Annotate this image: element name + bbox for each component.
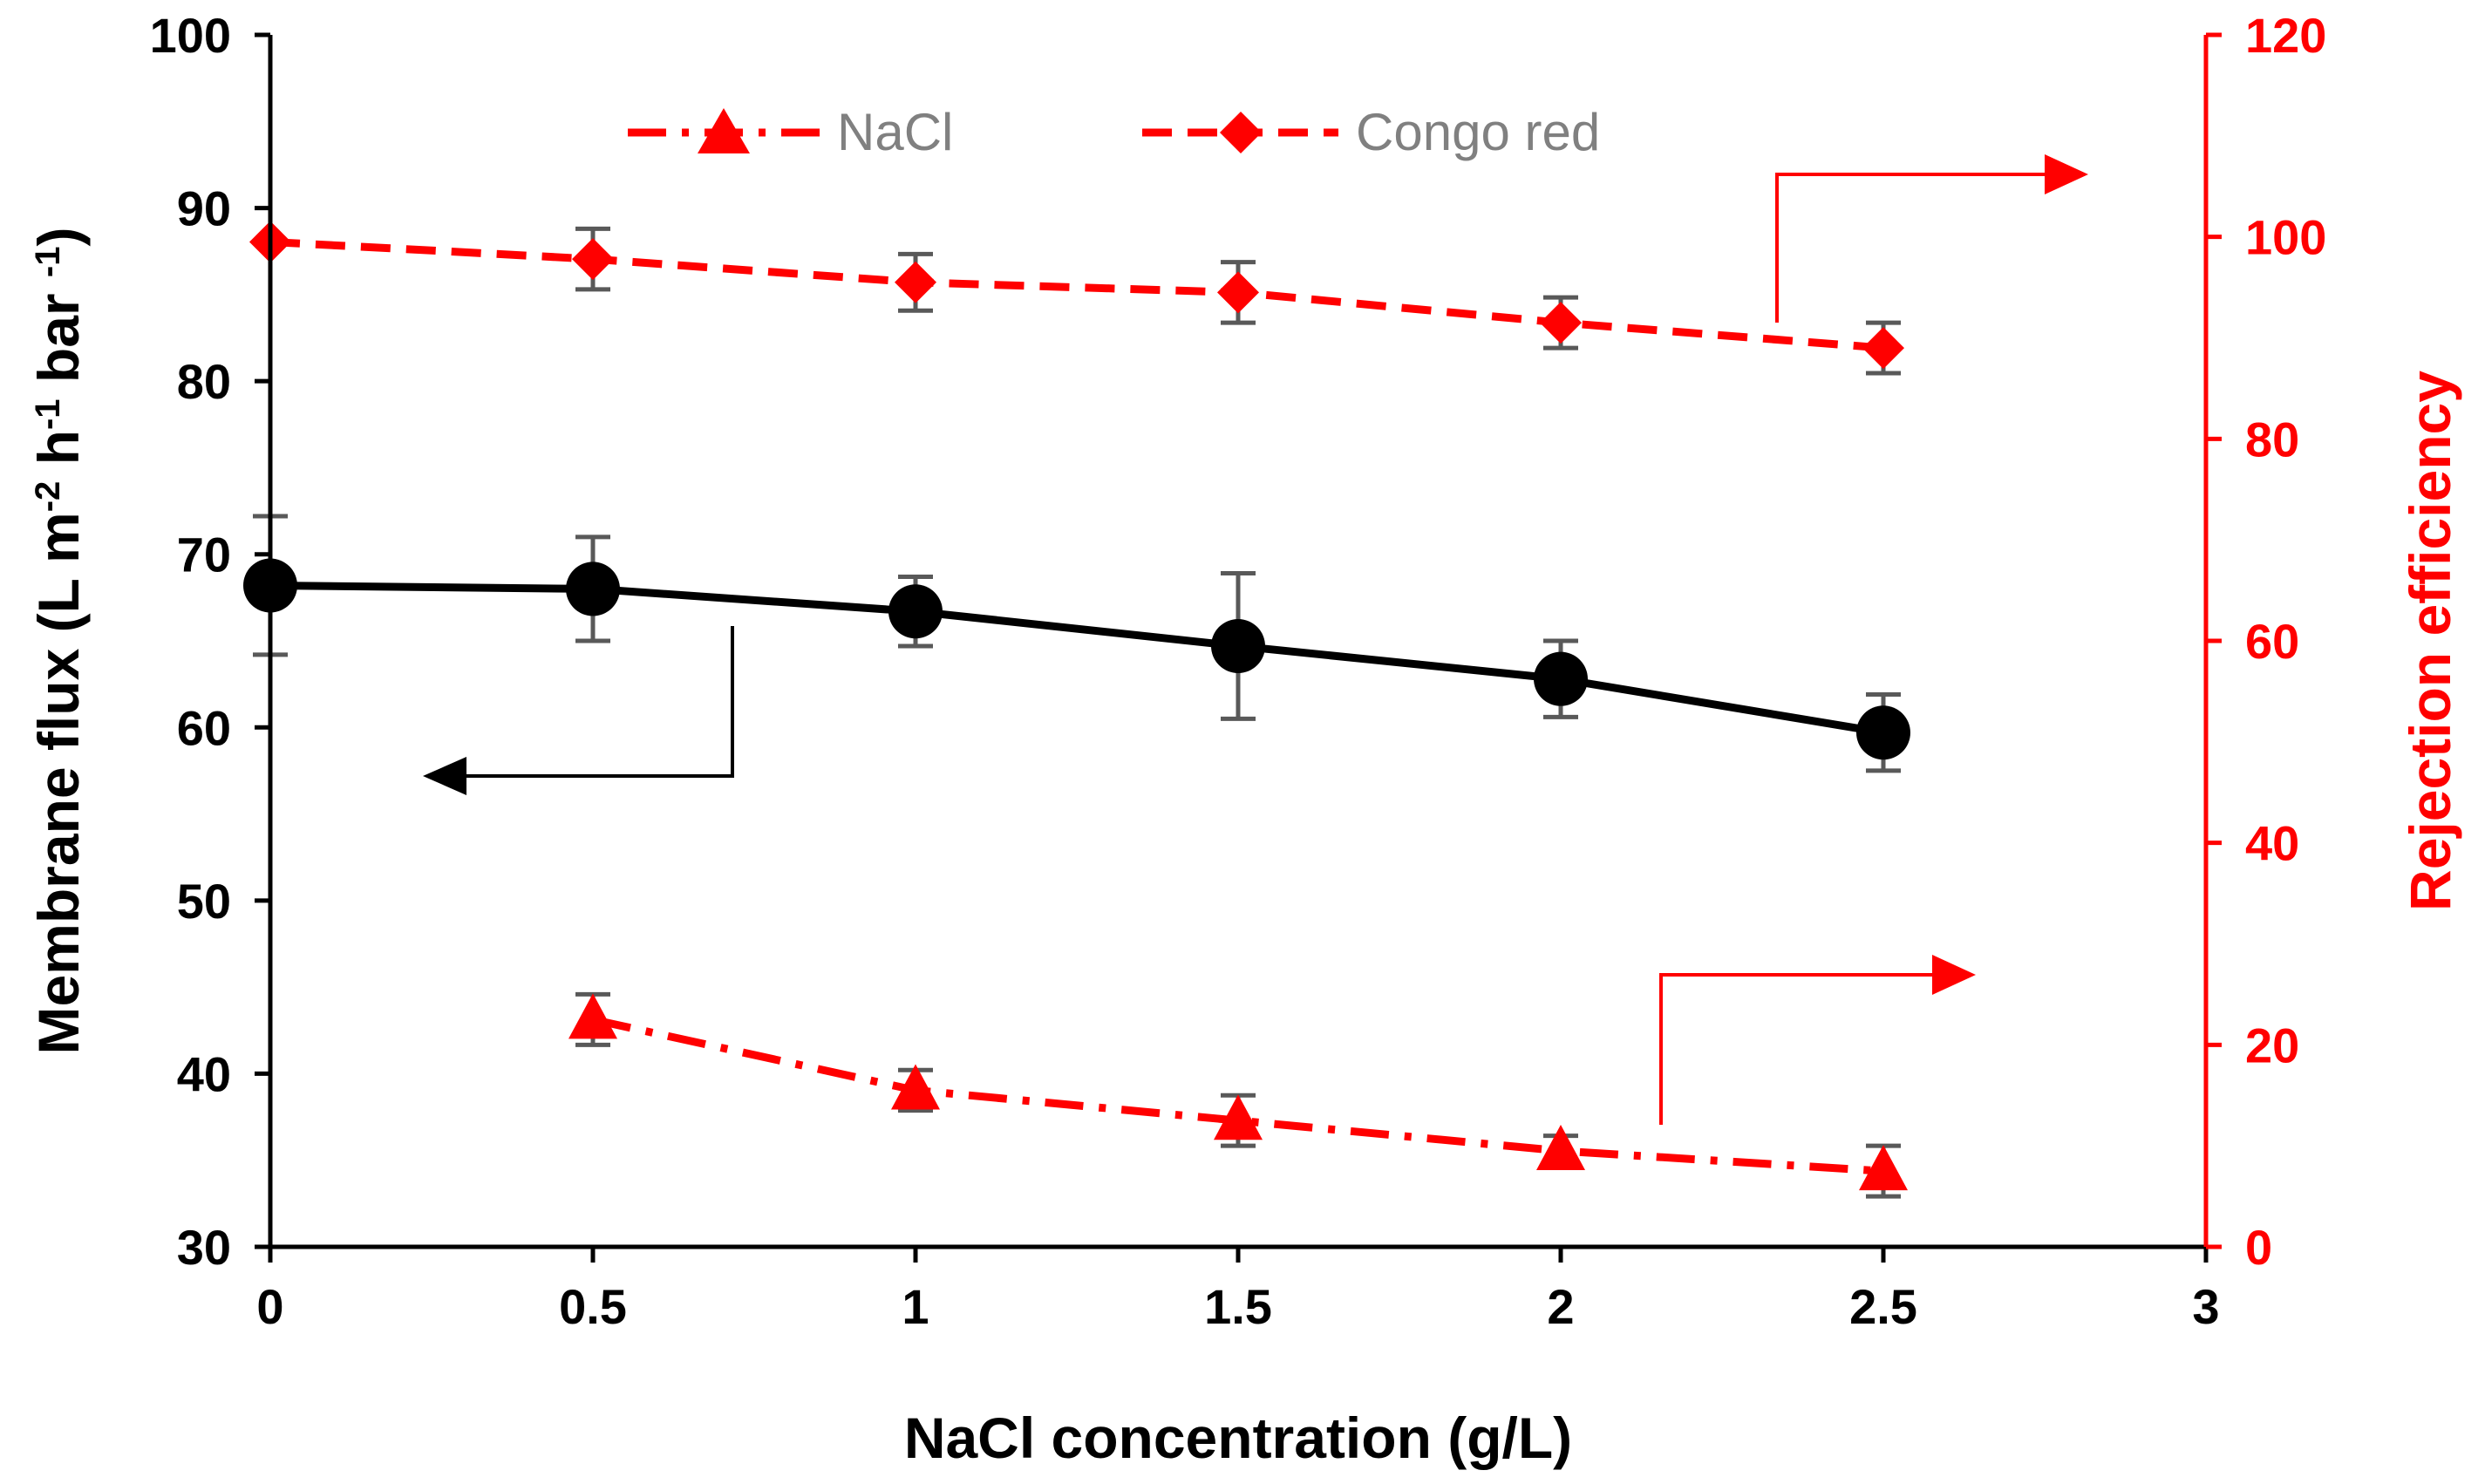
x-tick-label: 0: [256, 1279, 283, 1334]
y-right-tick-label: 120: [2245, 8, 2326, 63]
y-left-tick-label: 60: [177, 700, 231, 755]
y-right-tick-label: 60: [2245, 614, 2299, 669]
legend-congo-red-label: Congo red: [1356, 103, 1600, 161]
y-left-tick-label: 70: [177, 528, 231, 582]
series-line-0: [592, 1015, 1884, 1175]
congo-red-axis-arrow: [1775, 154, 2088, 323]
legend: NaCl Congo red: [628, 103, 1600, 161]
data-point-triangle: [568, 993, 617, 1039]
y-left-title-sup: -2: [29, 481, 67, 513]
y-left-title-part: bar: [26, 277, 91, 398]
x-axis-title: NaCl concentration (g/L): [904, 1406, 1572, 1470]
y-left-tick-label: 80: [177, 354, 231, 409]
x-tick-label: 2: [1547, 1279, 1574, 1334]
y-right-tick-label: 20: [2245, 1018, 2299, 1072]
y-left-title-part: h: [26, 430, 91, 481]
data-point-triangle: [1859, 1145, 1908, 1191]
axis-ticks: 0 0.5 1 1.5 2 2.5 3 30 40 50 60 70 80 90 100 0 20 40 60 80 1…: [150, 8, 2327, 1334]
data-point-diamond: [1862, 327, 1904, 370]
y-left-tick-label: 100: [150, 8, 231, 63]
y-axis-right-title: Rejection efficiency: [2398, 371, 2462, 911]
data-point-circle: [888, 584, 943, 639]
series-lines: [269, 237, 1884, 1175]
data-point-triangle: [891, 1064, 940, 1110]
data-point-diamond: [572, 238, 614, 281]
y-left-title-sup: -1: [29, 398, 67, 430]
y-left-title-sup: -1: [29, 246, 67, 277]
y-left-tick-label: 30: [177, 1220, 231, 1275]
series-line-2: [269, 581, 1884, 737]
x-tick-label: 1.5: [1204, 1279, 1272, 1334]
data-point-diamond: [895, 261, 936, 303]
x-tick-label: 1: [902, 1279, 929, 1334]
y-right-tick-label: 100: [2245, 210, 2326, 265]
data-point-diamond: [1217, 271, 1259, 314]
y-axis-left-title: Membrane flux (L m-2 h-1 bar -1): [26, 228, 91, 1055]
error-bars: [253, 226, 1901, 1199]
y-right-tick-label: 80: [2245, 412, 2299, 466]
y-left-title-part: ): [26, 228, 91, 247]
y-left-title-part: Membrane flux (L m: [26, 512, 91, 1054]
nacl-axis-arrow: [1659, 955, 1976, 1125]
flux-axis-arrow: [423, 626, 734, 795]
data-point-circle: [1211, 618, 1265, 673]
y-left-tick-label: 50: [177, 874, 231, 929]
data-point-circle: [1534, 651, 1588, 706]
legend-nacl-label: NaCl: [837, 103, 953, 161]
data-point-circle: [1856, 705, 1910, 760]
series-line-1: [269, 237, 1884, 352]
legend-congo-red-marker: [1220, 112, 1262, 153]
series-markers: [243, 221, 1910, 1191]
x-tick-label: 0.5: [559, 1279, 627, 1334]
y-left-tick-label: 40: [177, 1046, 231, 1101]
y-left-tick-label: 90: [177, 181, 231, 236]
x-tick-label: 2.5: [1849, 1279, 1917, 1334]
y-right-tick-label: 40: [2245, 816, 2299, 871]
data-point-triangle: [1214, 1094, 1263, 1140]
data-point-triangle: [1536, 1124, 1585, 1170]
legend-nacl-marker: [698, 108, 750, 153]
x-tick-label: 3: [2192, 1279, 2219, 1334]
y-right-tick-label: 0: [2245, 1220, 2272, 1275]
data-point-diamond: [1540, 302, 1582, 344]
data-point-circle: [566, 562, 620, 616]
